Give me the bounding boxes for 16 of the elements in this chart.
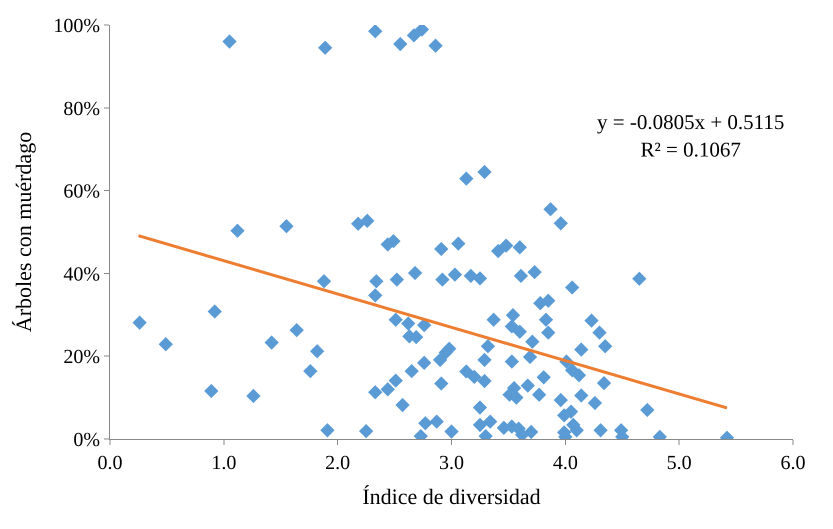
y-tick-label: 100% (53, 15, 100, 37)
y-tick-label: 20% (63, 346, 100, 368)
annotation: y = -0.0805x + 0.5115 R² = 0.1067 (597, 110, 784, 162)
x-tick-label: 2.0 (325, 452, 350, 474)
x-tick-label: 4.0 (552, 452, 578, 474)
y-tick-label: 60% (63, 180, 100, 203)
x-axis-title: Índice de diversidad (362, 484, 541, 509)
x-tick-label: 5.0 (666, 452, 692, 474)
y-axis-title: Árboles con muérdago (11, 132, 36, 332)
x-tick-label: 1.0 (211, 452, 236, 474)
x-tick-label: 3.0 (439, 452, 464, 474)
y-tick-label: 80% (63, 98, 100, 120)
y-tick-label: 0% (73, 429, 100, 451)
x-tick-label: 0.0 (98, 452, 122, 474)
x-tick-label: 6.0 (780, 452, 806, 474)
y-tick-label: 40% (63, 263, 100, 286)
